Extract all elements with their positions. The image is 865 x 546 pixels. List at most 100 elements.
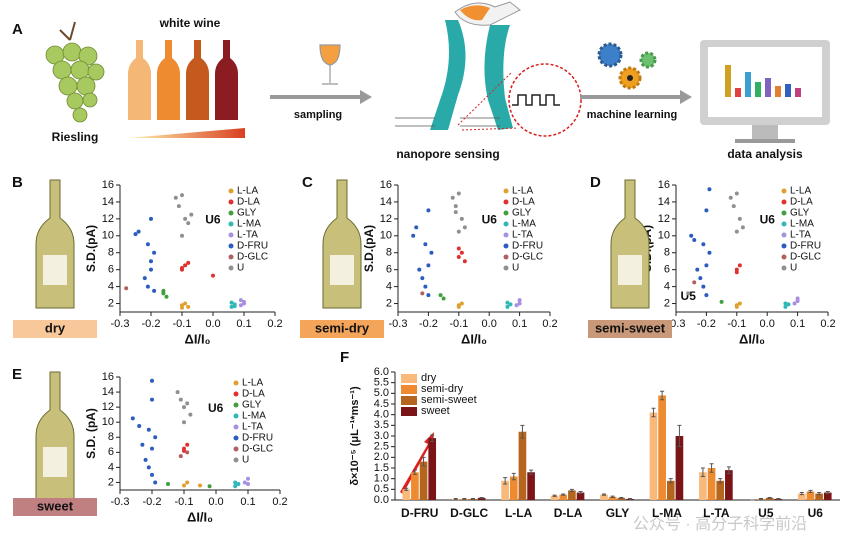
legend-marker	[781, 221, 787, 227]
error-bar	[767, 496, 772, 499]
x-tick-label: 0.0	[208, 496, 223, 508]
legend-marker	[503, 265, 509, 271]
point	[792, 301, 797, 306]
point	[142, 276, 147, 281]
legend-label: D-FRU	[512, 241, 543, 252]
error-bar	[610, 495, 615, 498]
legend-swatch	[401, 374, 417, 383]
point	[734, 191, 739, 196]
point	[692, 280, 697, 285]
point	[456, 191, 461, 196]
legend-label: semi-dry	[421, 383, 464, 395]
x-tick-label: -0.3	[111, 318, 130, 330]
error-bar	[404, 487, 409, 491]
error-bar	[709, 463, 714, 473]
point	[207, 484, 212, 489]
legend-label: L-MA	[790, 219, 814, 230]
point	[453, 204, 458, 209]
bar	[419, 461, 428, 500]
error-bar	[552, 494, 557, 497]
legend-label: D-GLC	[237, 252, 268, 263]
legend-marker	[503, 199, 509, 205]
legend-marker	[228, 265, 234, 271]
point	[146, 465, 151, 470]
y-tick-label: 14	[102, 386, 114, 398]
point	[707, 250, 712, 255]
point	[242, 480, 247, 485]
error-bar	[677, 424, 682, 448]
point	[737, 263, 742, 268]
legend-label: L-MA	[242, 411, 266, 422]
y-tick-label: 12	[102, 213, 114, 225]
bar	[806, 491, 815, 500]
error-bar	[759, 498, 764, 500]
panel-label: F	[340, 349, 349, 366]
legend-label: D-LA	[790, 197, 813, 208]
bottle-label	[43, 447, 67, 477]
y-tick-label: 5.5	[374, 377, 389, 389]
point	[508, 302, 513, 307]
step-label: sampling	[294, 109, 342, 121]
error-bar	[470, 498, 475, 500]
point	[505, 304, 510, 309]
point	[734, 229, 739, 234]
point	[233, 484, 238, 489]
annotation: U6	[760, 213, 776, 227]
point	[238, 298, 243, 303]
point	[180, 233, 184, 238]
point	[173, 195, 178, 200]
point	[246, 476, 250, 481]
bar	[550, 495, 559, 500]
bar	[675, 436, 684, 500]
bottle	[35, 179, 75, 309]
error-bar	[668, 478, 673, 484]
arrow	[270, 90, 372, 104]
x-tick-label: L-MA	[652, 506, 682, 520]
y-tick-label: 10	[380, 230, 392, 242]
y-tick-label: 0.5	[374, 483, 389, 495]
y-axis-label: δ×10⁻⁵ (μL⁻¹*ms⁻¹)	[349, 386, 361, 486]
legend-label: D-FRU	[790, 241, 821, 252]
point	[734, 303, 739, 308]
y-tick-label: 12	[380, 213, 392, 225]
legend-marker	[228, 254, 234, 260]
x-tick-label: 0.0	[760, 318, 775, 330]
point	[459, 250, 464, 255]
bar	[666, 480, 675, 500]
point	[180, 267, 184, 272]
legend-marker	[781, 254, 787, 260]
legend-label: L-TA	[242, 422, 263, 433]
error-bar	[700, 467, 705, 478]
legend-marker	[228, 188, 234, 194]
y-tick-label: 3.0	[374, 430, 389, 442]
point	[153, 480, 158, 485]
nanopore	[395, 1, 582, 137]
point	[180, 193, 184, 198]
point	[426, 263, 431, 268]
bar	[617, 497, 626, 500]
bottle	[322, 179, 362, 309]
trend-arrow	[400, 432, 434, 494]
sample-label: sweet	[37, 498, 74, 513]
error-bar	[808, 489, 813, 494]
legend-label: semi-sweet	[421, 394, 477, 406]
legend-marker	[233, 446, 239, 452]
point	[150, 472, 154, 477]
bottle-label	[43, 255, 67, 285]
legend-label: L-MA	[512, 219, 536, 230]
y-tick-label: 16	[380, 179, 392, 191]
error-bar	[561, 493, 566, 496]
error-bar	[462, 498, 467, 500]
legend-marker	[781, 199, 787, 205]
sample-label: semi-sweet	[595, 320, 666, 335]
legend-marker	[781, 265, 787, 271]
point	[420, 276, 425, 281]
y-tick-label: 16	[658, 179, 670, 191]
monitor	[700, 40, 830, 143]
legend-label: GLY	[237, 208, 257, 219]
point	[182, 448, 186, 453]
y-tick-label: 8	[108, 247, 114, 259]
y-tick-label: 1.0	[374, 473, 389, 485]
bar	[402, 489, 411, 500]
y-tick-label: 6	[108, 264, 114, 276]
